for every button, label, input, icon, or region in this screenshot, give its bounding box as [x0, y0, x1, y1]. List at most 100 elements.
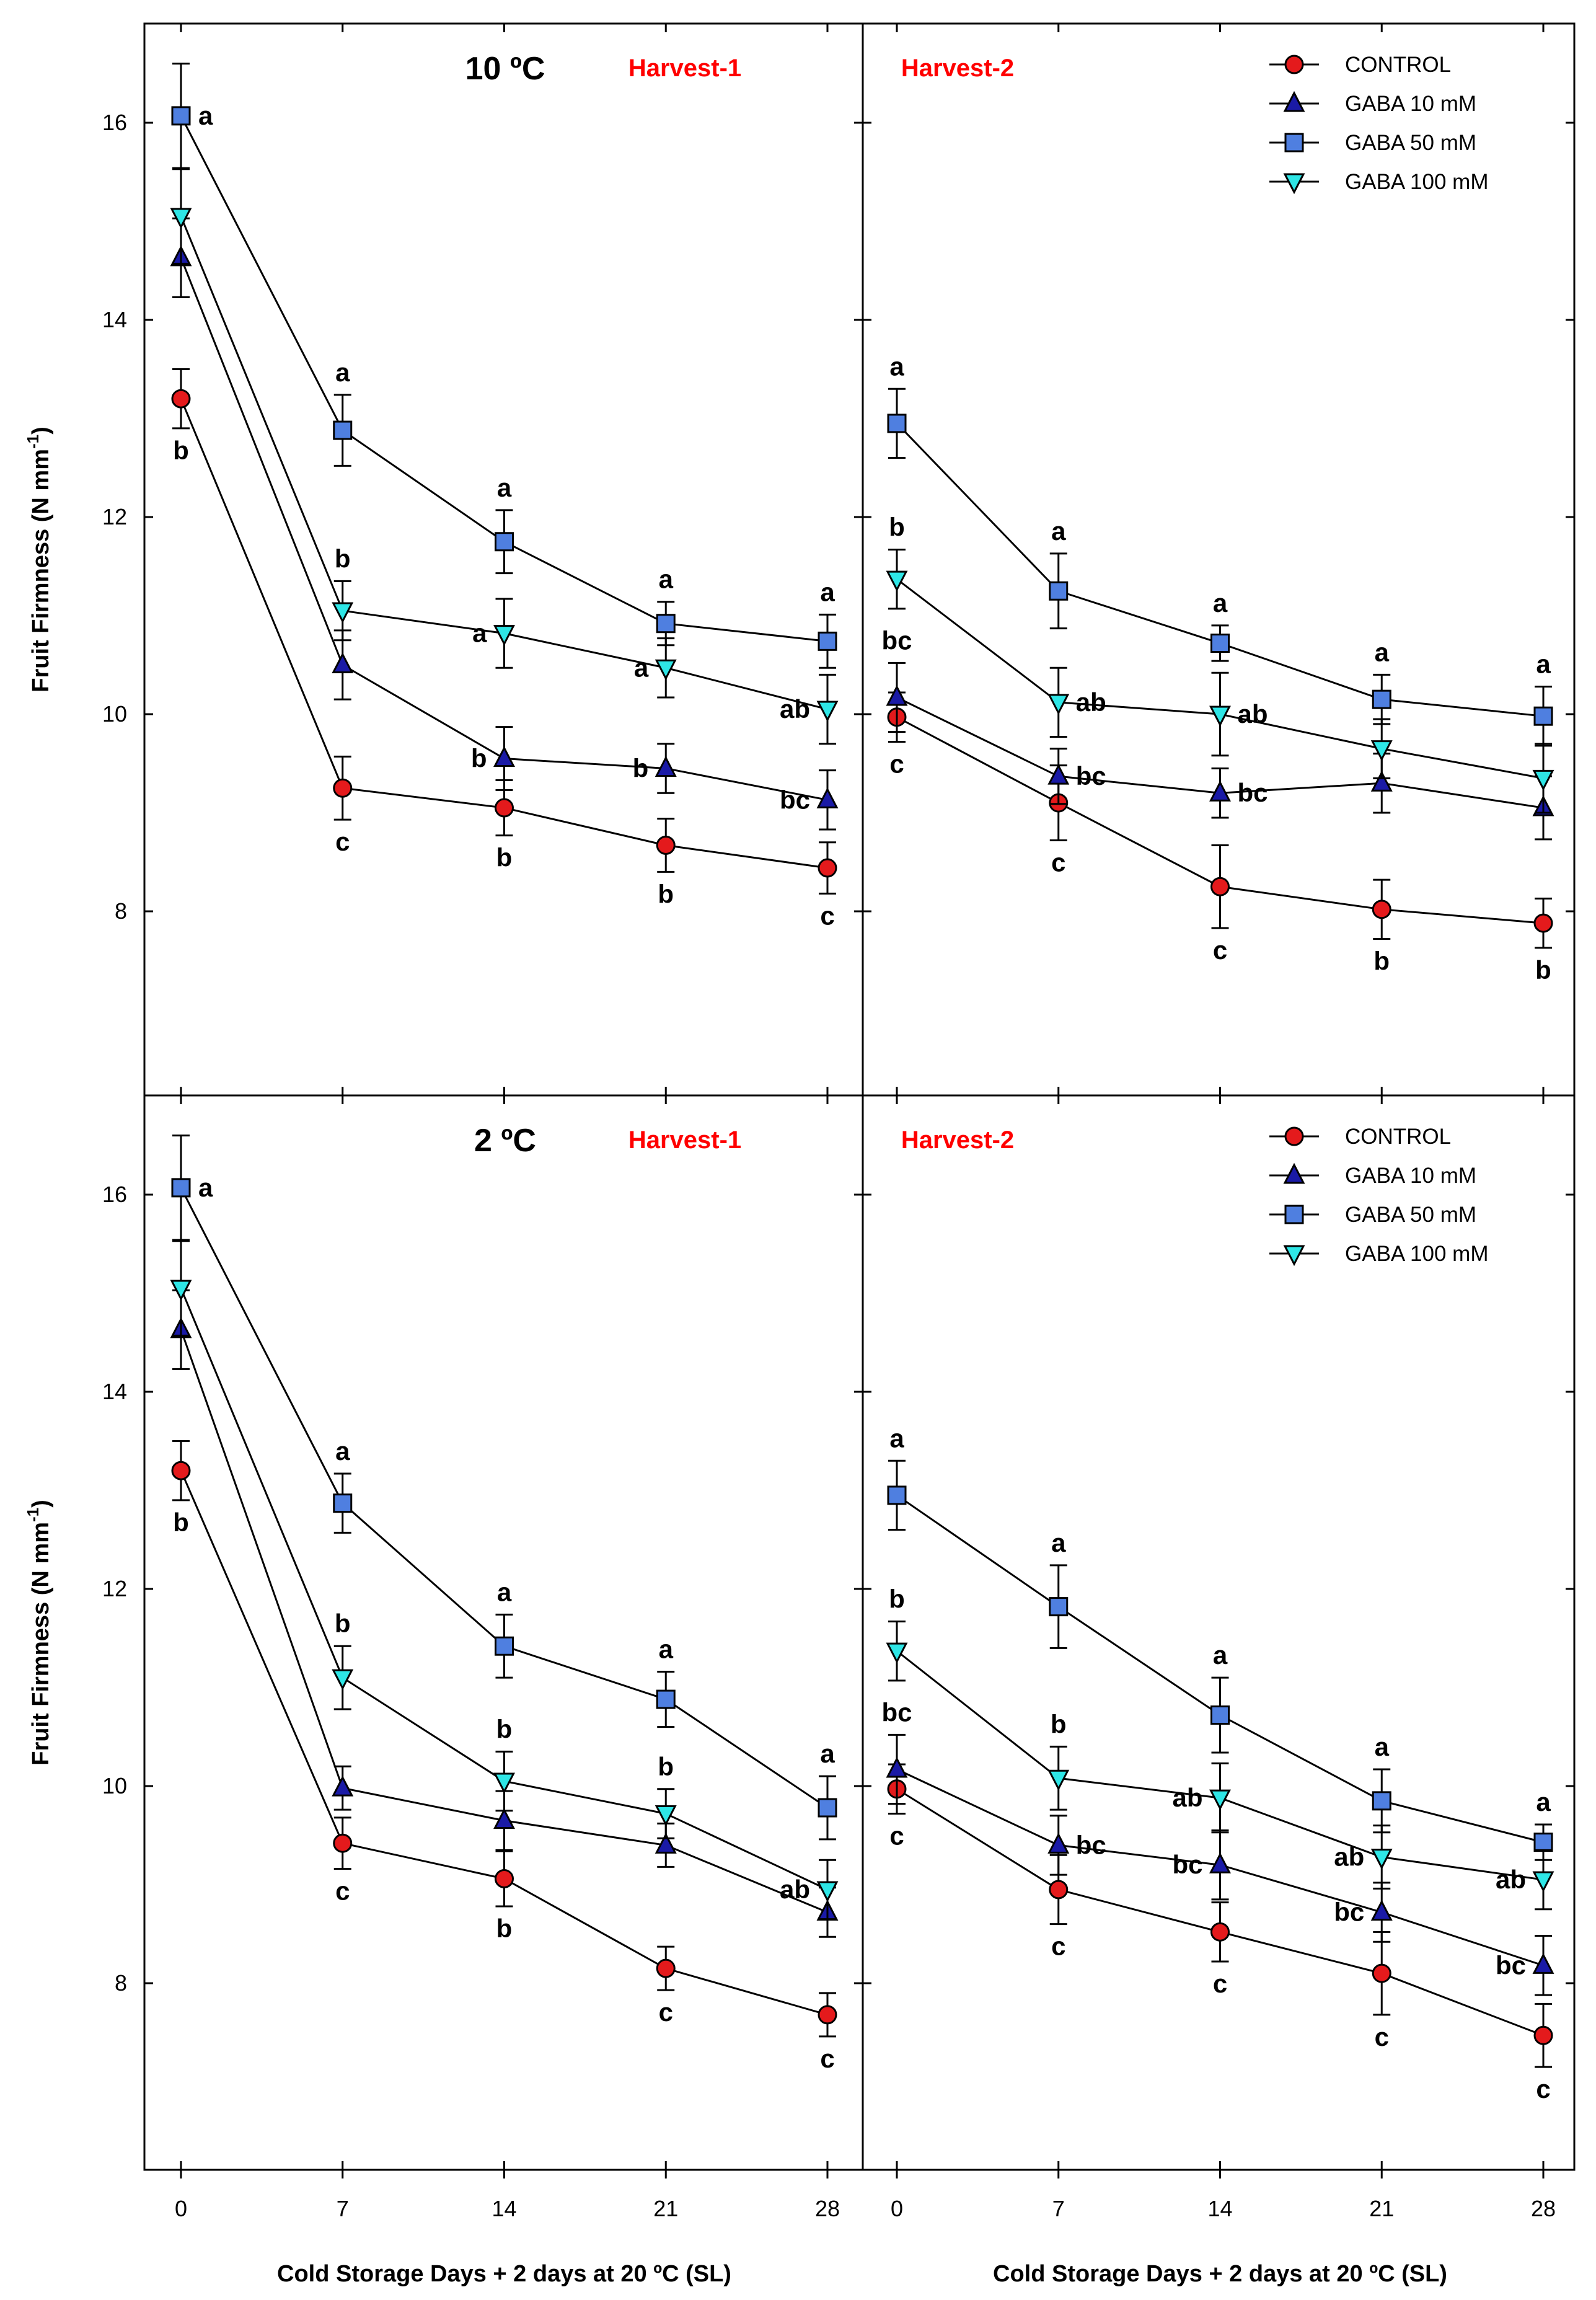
legend-marker	[1283, 1162, 1305, 1184]
significance-letter: a	[889, 1423, 904, 1453]
significance-letter: a	[1213, 1640, 1228, 1670]
x-tick-label: 7	[1052, 2196, 1065, 2221]
data-point	[816, 701, 839, 722]
data-point	[1370, 1900, 1393, 1921]
significance-letter: b	[633, 753, 649, 782]
data-point	[656, 835, 676, 855]
data-point	[818, 2005, 837, 2025]
legend-marker	[1283, 173, 1305, 195]
series-gaba50: a a a a a	[887, 352, 1553, 747]
significance-letter: ab	[1076, 688, 1106, 717]
panel-title-harvest: Harvest-1	[628, 55, 741, 82]
data-point	[495, 798, 514, 818]
data-point	[1049, 1880, 1069, 1900]
significance-letter: a	[1536, 1787, 1551, 1816]
legend-marker	[1284, 1205, 1304, 1224]
data-point	[1210, 1922, 1230, 1942]
data-point	[818, 858, 837, 878]
significance-letter: c	[1051, 1932, 1065, 1961]
data-point	[1047, 763, 1070, 785]
significance-letter: bc	[1076, 761, 1106, 790]
legend-marker	[1284, 1126, 1304, 1146]
x-tick-label: 28	[815, 2196, 840, 2221]
data-point	[171, 106, 191, 126]
data-point	[171, 1461, 191, 1480]
plot-root: 8 10 12 14 16 10 ºC Harvest-1 Fruit Firmness (N…	[24, 22, 1576, 2287]
data-point	[1209, 1789, 1231, 1811]
data-point	[1209, 780, 1231, 802]
series-gaba50: a a a a a	[171, 1135, 837, 1841]
y-tick-label: 14	[102, 307, 127, 332]
data-point	[1372, 1963, 1391, 1983]
data-point	[1209, 705, 1231, 727]
x-axis-label: Cold Storage Days + 2 days at 20 ºC (SL)	[993, 2261, 1447, 2287]
data-point	[493, 1808, 515, 1829]
significance-letter: b	[496, 1714, 513, 1743]
legend-marker	[1284, 55, 1304, 74]
data-point	[1532, 1871, 1554, 1893]
data-point	[493, 746, 515, 767]
data-point	[1372, 900, 1391, 919]
panel-title-temperature: 2 ºC	[474, 1123, 536, 1159]
significance-letter: a	[1375, 637, 1390, 666]
data-point	[333, 778, 353, 798]
series-gaba100: b b ab ab ab	[886, 1584, 1554, 1911]
data-point	[1533, 706, 1553, 726]
significance-letter: a	[659, 565, 674, 594]
data-point	[493, 1772, 515, 1794]
data-point	[332, 1669, 354, 1691]
x-tick-label: 21	[653, 2196, 678, 2221]
data-point	[1533, 1833, 1553, 1852]
significance-letter: ab	[1496, 1865, 1526, 1894]
significance-letter: ab	[780, 694, 810, 723]
significance-letter: bc	[1076, 1830, 1106, 1859]
y-tick-label: 10	[102, 1773, 127, 1798]
x-tick-label: 28	[1531, 2196, 1556, 2221]
legend-marker	[1283, 91, 1305, 112]
significance-letter: a	[1375, 1732, 1390, 1761]
data-point	[1210, 1705, 1230, 1725]
legend: CONTROL GABA 10 mM GABA 50 mM GABA 100 mM	[1269, 1125, 1488, 1267]
legend-label: GABA 10 mM	[1345, 92, 1476, 116]
significance-letter: c	[889, 750, 904, 779]
data-point	[887, 1485, 907, 1505]
series-control: c c c c c	[887, 1763, 1553, 2103]
panel-title-harvest: Harvest-1	[628, 1126, 741, 1154]
x-tick-label: 21	[1369, 2196, 1394, 2221]
x-tick-label: 0	[175, 2196, 187, 2221]
data-point	[818, 631, 837, 651]
legend-label: CONTROL	[1345, 1125, 1451, 1149]
data-point	[818, 1798, 837, 1818]
data-point	[655, 659, 677, 681]
significance-letter: ab	[1334, 1842, 1364, 1871]
y-tick-label: 8	[115, 898, 127, 924]
significance-letter: b	[471, 744, 487, 773]
significance-letter: ab	[1172, 1783, 1202, 1812]
panel-bottom-left: 8 10 12 14 16 0 7 14 21 28 2 ºC Harvest-1 Fruit Firm…	[24, 1095, 863, 2287]
data-point	[495, 532, 514, 552]
significance-letter: a	[335, 358, 350, 387]
y-axis-label: Fruit Firmness (N mm-1)	[24, 1500, 54, 1766]
data-point	[1049, 581, 1069, 601]
significance-letter: b	[496, 843, 513, 872]
data-point	[1532, 1953, 1554, 1974]
data-point	[1370, 1848, 1393, 1870]
y-tick-label: 8	[115, 1970, 127, 1996]
data-point	[1372, 689, 1391, 709]
panel-title-harvest: Harvest-2	[901, 1126, 1014, 1154]
data-point	[495, 1869, 514, 1888]
y-tick-label: 14	[102, 1379, 127, 1404]
significance-letter: a	[889, 352, 904, 381]
y-axis-label-superscript: -1	[24, 1508, 42, 1522]
significance-letter: bc	[881, 1697, 912, 1727]
significance-letter: c	[1213, 935, 1227, 965]
series-gaba10: bc bc bc	[881, 626, 1554, 841]
series-gaba50: a a a a a	[171, 63, 837, 669]
y-tick-label: 12	[102, 504, 127, 529]
data-point	[333, 1833, 353, 1853]
significance-letter: a	[497, 1577, 512, 1606]
data-point	[170, 1280, 192, 1301]
data-point	[1209, 1852, 1231, 1873]
significance-letter: c	[1213, 1969, 1227, 1998]
